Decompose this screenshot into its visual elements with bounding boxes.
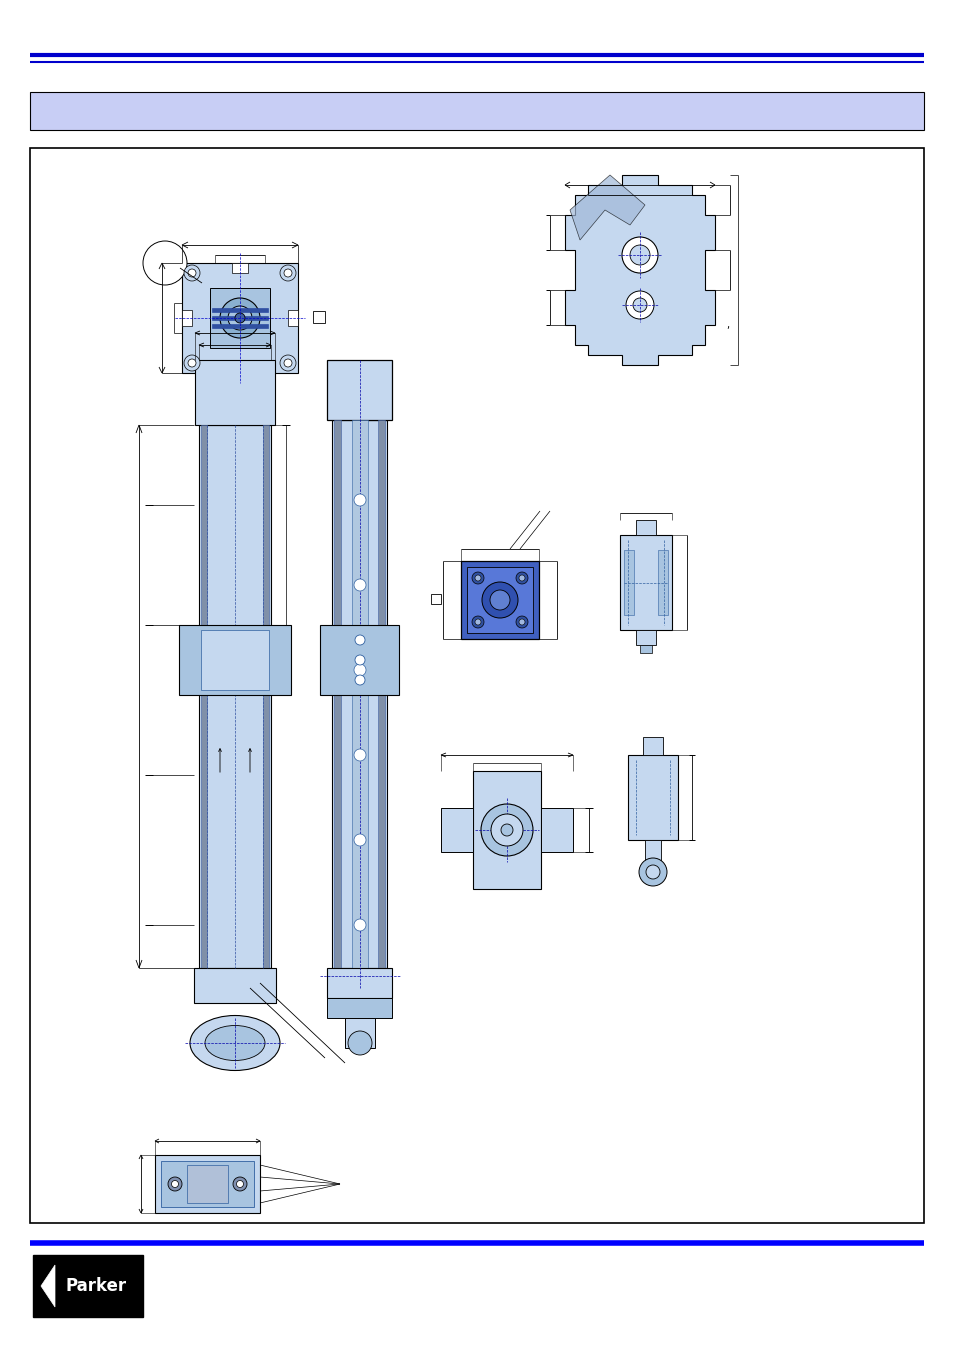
Bar xyxy=(623,550,634,615)
Bar xyxy=(212,316,268,320)
Bar xyxy=(352,420,368,969)
Bar xyxy=(540,808,573,852)
Circle shape xyxy=(184,265,200,281)
Circle shape xyxy=(500,824,513,836)
Circle shape xyxy=(228,305,252,330)
Text: ,: , xyxy=(725,320,729,330)
Bar xyxy=(636,520,656,535)
Circle shape xyxy=(518,619,524,626)
Bar xyxy=(212,324,268,328)
Circle shape xyxy=(516,616,527,628)
Bar xyxy=(639,644,651,653)
Bar xyxy=(644,840,660,862)
Circle shape xyxy=(284,359,292,367)
Bar xyxy=(636,630,656,644)
Circle shape xyxy=(172,1181,178,1188)
Circle shape xyxy=(355,635,365,644)
Circle shape xyxy=(355,676,365,685)
Circle shape xyxy=(621,236,658,273)
Bar xyxy=(619,535,671,630)
Bar xyxy=(263,426,269,969)
Circle shape xyxy=(645,865,659,880)
Bar xyxy=(201,426,207,969)
Polygon shape xyxy=(569,176,644,240)
Bar xyxy=(154,1155,260,1213)
Bar xyxy=(460,561,538,639)
Circle shape xyxy=(518,576,524,581)
Circle shape xyxy=(491,815,522,846)
Bar xyxy=(642,738,662,755)
Bar xyxy=(212,308,268,312)
Circle shape xyxy=(280,355,295,372)
Circle shape xyxy=(475,619,480,626)
Bar xyxy=(320,626,399,694)
Bar xyxy=(335,420,341,969)
Bar xyxy=(187,1165,228,1202)
Circle shape xyxy=(354,580,366,590)
Bar xyxy=(440,808,473,852)
Bar xyxy=(232,363,248,373)
Circle shape xyxy=(188,359,195,367)
Circle shape xyxy=(354,919,366,931)
Circle shape xyxy=(354,834,366,846)
Circle shape xyxy=(354,663,366,676)
Circle shape xyxy=(481,582,517,617)
Bar xyxy=(33,1255,143,1317)
Circle shape xyxy=(355,655,365,665)
Circle shape xyxy=(472,616,483,628)
Bar xyxy=(210,288,270,349)
Bar xyxy=(378,420,385,969)
Bar xyxy=(473,771,540,889)
Circle shape xyxy=(475,576,480,581)
Circle shape xyxy=(354,494,366,507)
Circle shape xyxy=(168,1177,182,1192)
Bar xyxy=(179,626,291,694)
Circle shape xyxy=(354,748,366,761)
Bar xyxy=(30,92,923,130)
Bar xyxy=(431,594,440,604)
Polygon shape xyxy=(41,1265,55,1306)
Circle shape xyxy=(234,313,245,323)
Circle shape xyxy=(516,571,527,584)
Bar xyxy=(201,630,269,690)
Bar xyxy=(288,309,297,326)
Bar xyxy=(658,550,667,615)
Circle shape xyxy=(220,299,260,338)
Circle shape xyxy=(284,269,292,277)
Circle shape xyxy=(629,245,649,265)
Ellipse shape xyxy=(205,1025,265,1061)
Bar xyxy=(333,420,387,969)
Bar xyxy=(627,755,678,840)
Ellipse shape xyxy=(190,1016,280,1070)
Circle shape xyxy=(143,240,187,285)
Bar xyxy=(182,309,192,326)
Circle shape xyxy=(233,1177,247,1192)
Circle shape xyxy=(184,355,200,372)
Bar xyxy=(161,1161,253,1206)
Circle shape xyxy=(633,299,646,312)
Circle shape xyxy=(188,269,195,277)
Circle shape xyxy=(472,571,483,584)
Circle shape xyxy=(625,290,654,319)
Bar xyxy=(327,969,392,998)
Circle shape xyxy=(490,590,510,611)
Bar xyxy=(313,311,325,323)
Bar xyxy=(193,969,275,1002)
Bar xyxy=(345,1019,375,1048)
Circle shape xyxy=(280,265,295,281)
Bar xyxy=(232,263,248,273)
Bar xyxy=(327,359,392,420)
Polygon shape xyxy=(564,176,714,365)
Bar xyxy=(467,567,533,634)
Bar xyxy=(194,359,274,426)
Bar xyxy=(182,263,297,373)
Bar xyxy=(30,149,923,1223)
Circle shape xyxy=(480,804,533,857)
Text: Parker: Parker xyxy=(66,1277,127,1296)
Circle shape xyxy=(639,858,666,886)
Bar xyxy=(199,426,271,969)
Circle shape xyxy=(348,1031,372,1055)
Circle shape xyxy=(236,1181,243,1188)
Bar xyxy=(327,998,392,1019)
